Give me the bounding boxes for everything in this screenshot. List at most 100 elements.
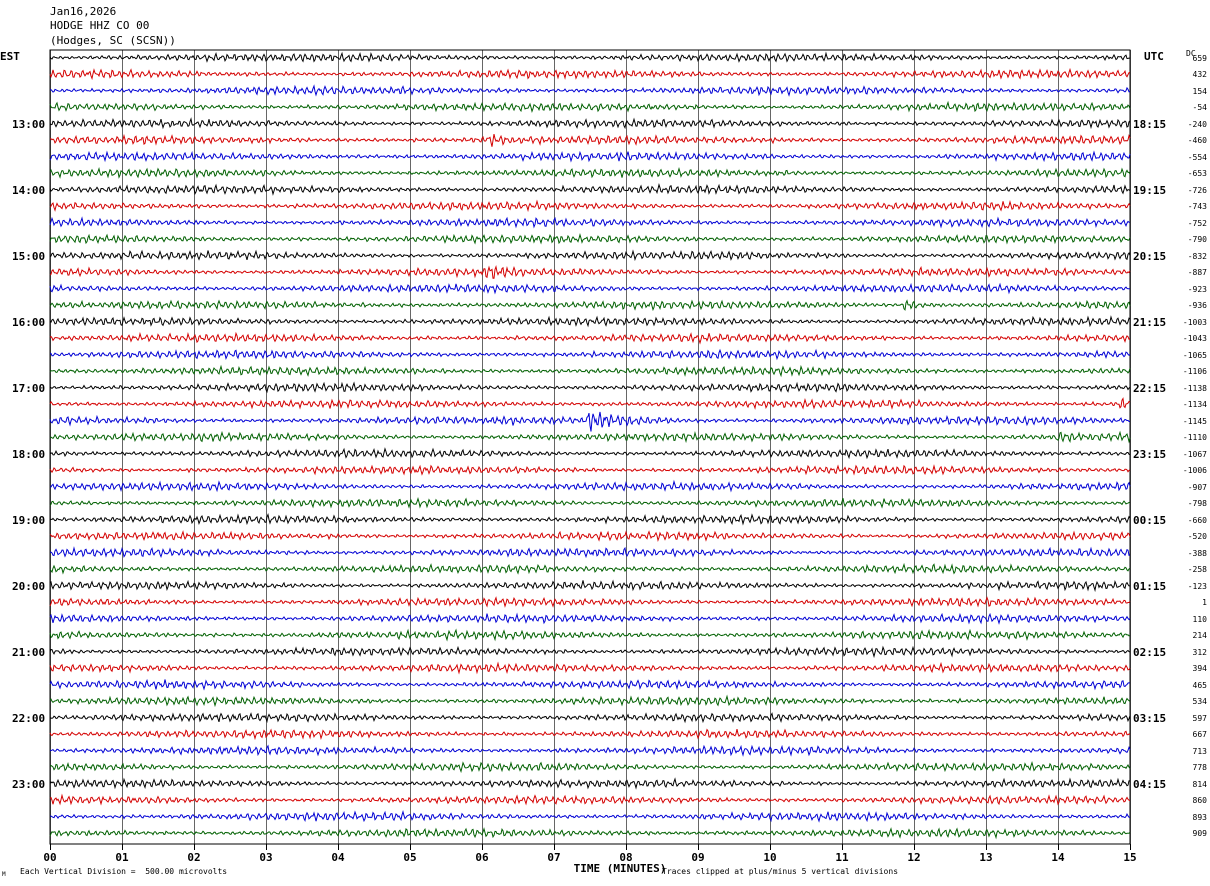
x-tick-label: 15 [1123,851,1137,864]
utc-hour-label: 23:15 [1133,447,1167,461]
seismogram-trace [49,512,1131,526]
dc-offset-label: -1065 [1182,350,1207,360]
seismogram-trace [49,264,1131,279]
dc-offset-label: -752 [1187,218,1207,228]
seismogram-trace [50,133,1131,147]
est-hour-label: 23:00 [12,777,46,791]
seismogram-trace [49,51,1130,63]
utc-hour-label: 00:15 [1133,513,1167,527]
seismogram-trace [49,479,1131,493]
seismogram-trace [49,430,1131,444]
seismogram-trace [49,562,1131,575]
dc-offset-label: 154 [1192,86,1207,96]
x-tick-label: 02 [187,851,201,864]
dc-offset-label: 394 [1192,664,1207,673]
dc-offset-label: -1138 [1182,383,1207,393]
dc-offset-label: -1067 [1182,449,1207,459]
est-hour-label: 13:00 [12,117,46,131]
seismogram-trace [49,166,1131,179]
dc-offset-label: -1006 [1182,466,1207,475]
clip-note: Traces clipped at plus/minus 5 vertical … [662,867,899,876]
location-label: (Hodges, SC (SCSN)) [50,34,176,47]
seismogram-trace [49,397,1131,410]
seismogram-trace [49,809,1130,823]
est-hour-label: 16:00 [12,315,46,329]
dc-offset-label: -832 [1187,251,1207,261]
utc-hour-label: 02:15 [1133,645,1167,659]
dc-offset-label: -743 [1187,202,1207,211]
plot-frame [49,49,1131,845]
seismogram-trace [49,299,1131,312]
dc-offset-label: 893 [1192,812,1207,822]
dc-offset-label: -1145 [1182,416,1207,426]
dc-offset-label: 214 [1192,631,1207,640]
seismogram-trace [49,694,1131,708]
seismogram-trace [49,793,1131,806]
x-tick-label: 12 [907,851,921,864]
dc-offset-label: -1043 [1182,334,1207,343]
seismogram-trace [49,216,1131,229]
dc-offset-label: 597 [1192,713,1207,723]
seismogram-trace [49,381,1131,394]
utc-hour-label: 22:15 [1133,381,1167,395]
utc-hour-label: 19:15 [1133,183,1167,197]
dc-offset-label: -240 [1187,119,1207,129]
dc-offset-label: -1110 [1182,433,1207,442]
seismogram-trace [49,447,1131,460]
dc-offset-label: 860 [1192,796,1207,805]
x-tick-label: 04 [331,851,345,864]
x-tick-label: 00 [43,851,57,864]
est-hour-label: 20:00 [12,579,46,593]
x-tick-label: 13 [979,851,993,864]
seismogram-trace [49,364,1131,378]
dc-offset-label: -907 [1187,482,1207,492]
seismogram-trace [49,579,1130,593]
dc-offset-label: -887 [1187,268,1207,277]
utc-hour-label: 03:15 [1133,711,1167,725]
dc-offset-label: 713 [1192,746,1207,756]
dc-offset-label: -923 [1187,284,1207,294]
x-tick-label: 01 [115,851,129,864]
seismogram-trace [49,712,1131,724]
seismogram-trace [49,100,1131,113]
seismogram-trace [49,760,1131,774]
seismogram-trace [49,117,1131,130]
seismogram-trace [49,232,1131,245]
x-tick-label: 03 [259,851,273,864]
est-hour-label: 21:00 [12,645,46,659]
seismogram-trace [49,464,1131,476]
dc-offset-label: -554 [1187,152,1207,162]
seismogram-trace [49,744,1131,757]
seismogram-trace [49,67,1131,81]
dc-offset-label: 909 [1192,829,1207,838]
x-tick-label: 14 [1051,851,1065,864]
dc-offset-label: 110 [1192,614,1207,624]
date-label: Jan16,2026 [50,5,117,18]
dc-offset-label: 1 [1202,598,1207,607]
seismogram-trace [49,199,1131,213]
dc-offset-label: -258 [1187,565,1207,574]
dc-offset-label: -798 [1187,499,1207,508]
utc-hour-label: 01:15 [1133,579,1167,593]
seismogram-trace [49,661,1131,675]
seismogram-trace [49,84,1131,97]
dc-offset-label: 465 [1192,680,1207,690]
x-tick-label: 09 [691,851,705,864]
seismogram-trace [49,596,1131,608]
x-tick-label: 06 [475,851,489,864]
dc-offset-label: -54 [1192,103,1207,112]
x-tick-label: 07 [547,851,561,864]
est-hour-label: 22:00 [12,711,46,725]
dc-header-label: DC [1186,49,1196,58]
est-hour-label: 19:00 [12,513,46,527]
x-tick-label: 11 [835,851,849,864]
seismogram-trace [49,546,1131,559]
dc-offset-label: -1106 [1182,367,1207,376]
dc-offset-label: -653 [1187,169,1207,178]
seismogram-trace [49,497,1131,509]
seismogram-trace [49,827,1131,840]
corner-mark: M [2,871,6,878]
scale-note: Each Vertical Division = 500.00 microvol… [20,867,228,876]
dc-offset-label: -790 [1187,235,1207,244]
